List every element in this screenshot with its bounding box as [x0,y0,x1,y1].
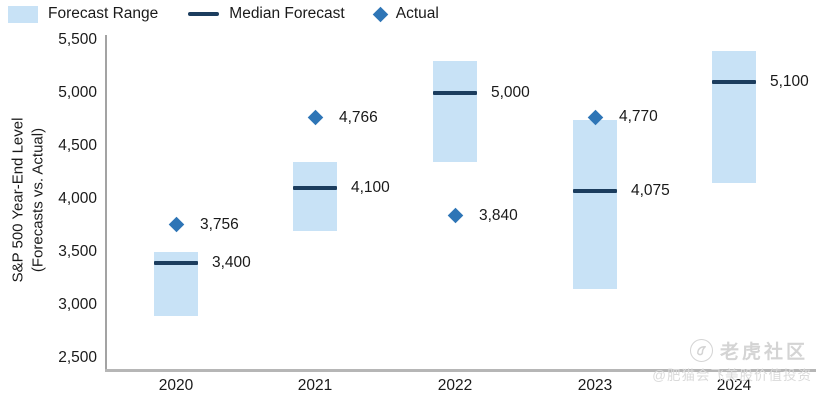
legend-item-forecast-range: Forecast Range [8,5,158,23]
actual-diamond-marker [447,208,463,224]
watermark-brand-text: 老虎社区 [719,342,808,363]
y-tick-label: 4,000 [58,190,97,207]
watermark-brand: 老虎社区 [689,337,808,364]
median-value-label: 4,100 [351,179,390,197]
y-tick-label: 3,000 [58,296,97,313]
legend-item-median-forecast: Median Forecast [188,5,345,23]
forecast-range-bar [293,161,337,231]
actual-diamond-marker [307,110,323,126]
actual-value-label: 3,756 [200,215,239,233]
legend-item-actual: Actual [372,5,439,23]
legend-label-median-forecast: Median Forecast [229,5,345,22]
y-tick-label: 3,500 [58,243,97,260]
x-tick-label: 2022 [437,377,473,394]
x-axis-line [105,369,816,372]
actual-diamond-marker [168,217,184,233]
median-value-label: 5,000 [491,84,530,101]
forecast-range-bar [712,50,756,184]
tiger-logo-icon [689,339,713,362]
median-forecast-line [712,80,756,85]
forecast-range-bar [433,61,477,162]
median-forecast-line [573,189,617,194]
median-value-label: 4,075 [631,182,670,200]
median-forecast-line [433,91,477,95]
x-tick-label: 2020 [158,377,194,394]
legend-label-actual: Actual [395,5,439,22]
y-tick-label: 2,500 [58,349,97,366]
forecast-range-bar [573,119,617,290]
x-tick-label: 2023 [577,377,613,394]
y-tick-label: 5,500 [58,31,97,48]
chart-legend: Forecast Range Median Forecast Actual [8,3,439,25]
x-tick-label: 2021 [297,377,333,394]
actual-value-label: 4,770 [619,108,658,126]
legend-label-forecast-range: Forecast Range [48,5,159,22]
y-axis-line [105,35,107,369]
median-forecast-line [154,260,198,265]
y-tick-label: 4,500 [58,137,97,154]
median-value-label: 5,100 [770,73,809,91]
watermark-handle: @肥猫会飞美股价值投资 [652,368,812,383]
y-tick-label: 5,000 [58,84,97,101]
median-value-label: 3,400 [212,253,251,271]
x-tick-label: 2024 [716,377,752,394]
actual-value-label: 3,840 [479,206,518,224]
actual-value-label: 4,766 [339,108,378,126]
median-forecast-line [293,186,337,191]
forecast-range-swatch-icon [8,5,38,23]
median-forecast-swatch-icon [188,12,220,16]
